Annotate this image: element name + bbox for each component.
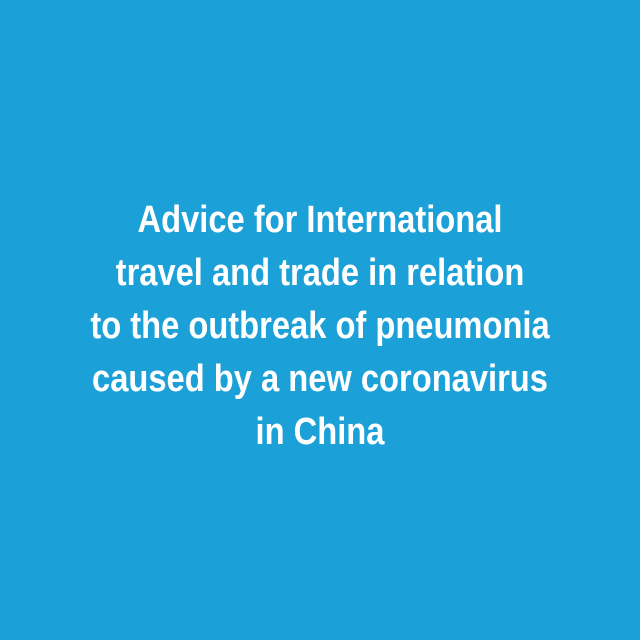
headline-line: travel and trade in relation [115,252,525,294]
headline-line: in China [255,411,385,453]
headline-line: to the outbreak of pneumonia [90,305,550,347]
headline: Advice for International travel and trad… [0,194,640,459]
headline-line: caused by a new coronavirus [92,358,548,400]
headline-line: Advice for International [137,199,503,241]
